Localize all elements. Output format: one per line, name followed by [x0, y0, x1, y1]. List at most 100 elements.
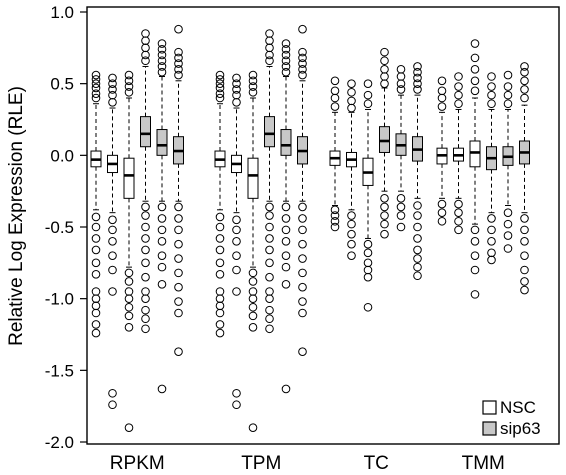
outlier-point: [298, 24, 307, 34]
outlier-point: [248, 302, 258, 312]
outlier-point: [281, 262, 291, 272]
outlier-point: [174, 347, 183, 357]
outlier-point: [215, 89, 225, 98]
box-nsc: [436, 76, 448, 226]
outlier-point: [141, 294, 150, 303]
outlier-point: [91, 245, 101, 255]
outlier-point: [520, 265, 529, 275]
box-sip63: [502, 70, 514, 253]
outlier-point: [215, 212, 225, 222]
outlier-point: [487, 214, 496, 223]
outlier-point: [215, 245, 225, 255]
outlier-point: [330, 216, 340, 226]
outlier-point: [265, 29, 274, 38]
box-nsc: [469, 39, 481, 299]
outlier-point: [108, 90, 117, 100]
outlier-point: [232, 98, 241, 107]
outlier-point: [141, 50, 150, 60]
outlier-point: [232, 237, 241, 246]
iqr-box: [280, 129, 292, 156]
outlier-point: [396, 85, 406, 94]
outlier-point: [396, 79, 406, 88]
outlier-point: [265, 56, 274, 66]
legend-label-sip63: sip63: [500, 419, 541, 438]
box-sip63: [395, 65, 407, 232]
outlier-point: [520, 62, 529, 71]
outlier-point: [413, 62, 422, 71]
legend-label-nsc: NSC: [500, 398, 536, 417]
outlier-point: [298, 70, 307, 80]
y-axis: 1.0 0.5 0.0 -0.5 -1.0 -1.5 -2.0: [45, 3, 87, 452]
outlier-point: [413, 67, 422, 77]
outlier-point: [174, 59, 183, 68]
outlier-point: [124, 423, 134, 432]
outlier-point: [174, 65, 183, 74]
iqr-box: [379, 126, 390, 153]
outlier-point: [298, 59, 307, 68]
outlier-point: [124, 287, 134, 296]
outlier-point: [215, 70, 225, 80]
outlier-point: [157, 39, 167, 48]
outlier-point: [265, 202, 274, 212]
outlier-point: [330, 93, 340, 103]
box-nsc: [453, 72, 464, 235]
outlier-point: [232, 287, 241, 296]
outlier-point: [487, 237, 496, 246]
outlier-point: [454, 90, 463, 100]
outlier-point: [141, 202, 150, 212]
outlier-point: [174, 239, 183, 249]
iqr-box: [156, 129, 168, 156]
outlier-point: [265, 258, 274, 268]
iqr-box: [469, 140, 481, 168]
outlier-point: [108, 237, 117, 246]
outlier-point: [124, 76, 134, 86]
outlier-point: [174, 202, 183, 212]
outlier-point: [157, 67, 167, 77]
outlier-point: [363, 239, 373, 249]
outlier-point: [174, 268, 183, 278]
outlier-point: [470, 53, 480, 63]
outlier-point: [157, 50, 167, 60]
outlier-point: [265, 50, 274, 60]
outlier-point: [454, 72, 463, 81]
outlier-point: [248, 76, 258, 86]
outlier-point: [157, 384, 167, 394]
outlier-point: [157, 251, 167, 260]
outlier-point: [298, 254, 307, 263]
outlier-point: [248, 294, 258, 303]
outlier-point: [248, 70, 258, 80]
outlier-point: [281, 225, 291, 235]
outlier-point: [347, 229, 356, 239]
outlier-point: [265, 287, 274, 296]
iqr-box: [123, 157, 135, 199]
y-tick-label: -0.5: [45, 218, 74, 237]
outlier-point: [157, 202, 167, 212]
outlier-point: [91, 301, 101, 311]
outlier-point: [124, 82, 134, 91]
box-nsc: [123, 70, 135, 432]
outlier-point: [215, 258, 225, 268]
outlier-point: [265, 324, 274, 334]
outlier-point: [248, 87, 258, 97]
outlier-point: [124, 302, 134, 312]
outlier-point: [91, 308, 101, 318]
outlier-point: [174, 214, 183, 223]
outlier-point: [108, 225, 117, 235]
box-sip63: [264, 29, 275, 334]
legend-swatch-nsc: [482, 400, 497, 415]
outlier-point: [157, 225, 167, 235]
outlier-point: [330, 76, 340, 86]
outlier-point: [157, 262, 167, 272]
box-sip63: [486, 72, 497, 265]
outlier-point: [265, 314, 274, 324]
outlier-point: [281, 50, 291, 60]
outlier-point: [330, 211, 340, 220]
y-tick-label: -1.5: [45, 361, 74, 380]
outlier-point: [520, 277, 529, 286]
outlier-point: [470, 251, 480, 260]
outlier-point: [298, 225, 307, 235]
outlier-point: [157, 237, 167, 246]
outlier-point: [363, 248, 373, 258]
outlier-point: [141, 258, 150, 268]
outlier-point: [503, 208, 513, 217]
